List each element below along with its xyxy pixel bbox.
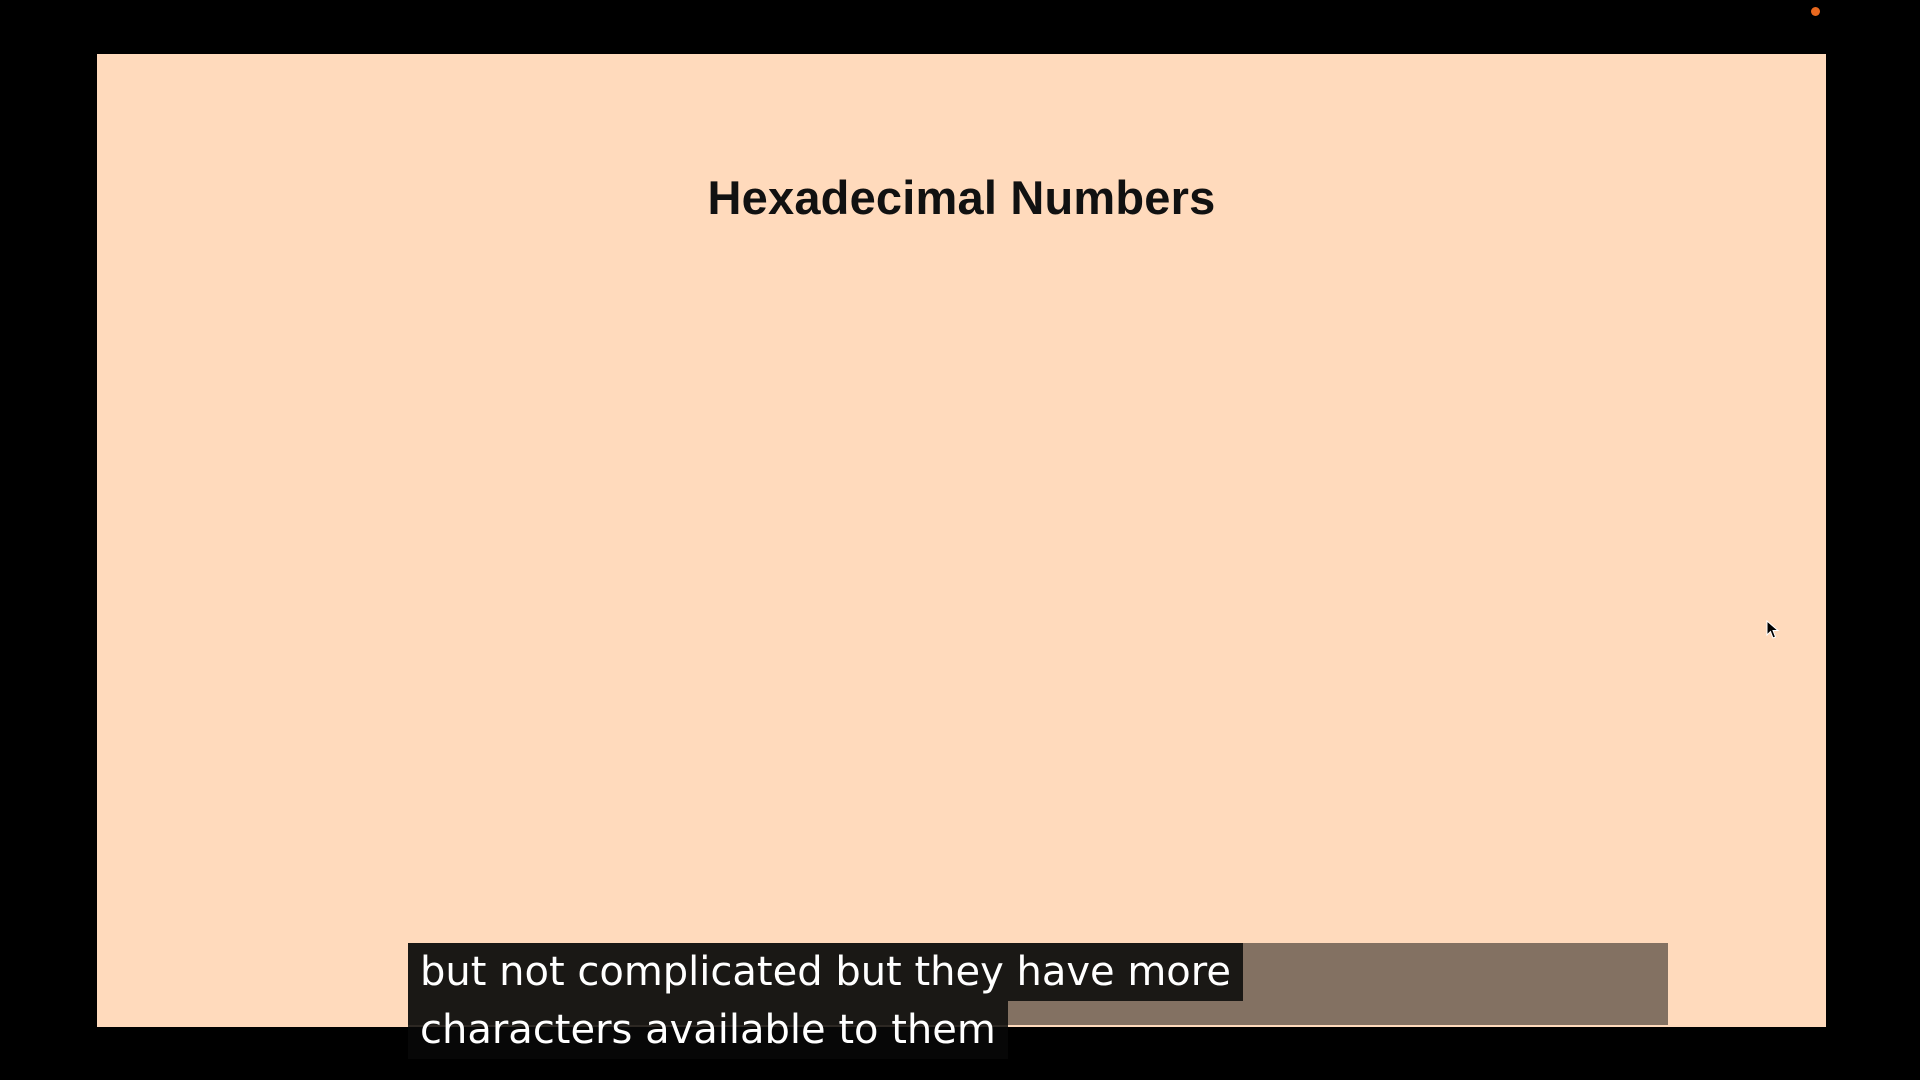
slide-title: Hexadecimal Numbers <box>707 171 1216 224</box>
caption-line: but not complicated but they have more <box>408 943 1243 1001</box>
presentation-slide: Hexadecimal Numbers <box>97 54 1826 1027</box>
arrow-cursor-icon <box>1766 620 1780 639</box>
caption-line: characters available to them <box>408 1001 1008 1059</box>
recording-indicator-icon <box>1811 7 1820 16</box>
